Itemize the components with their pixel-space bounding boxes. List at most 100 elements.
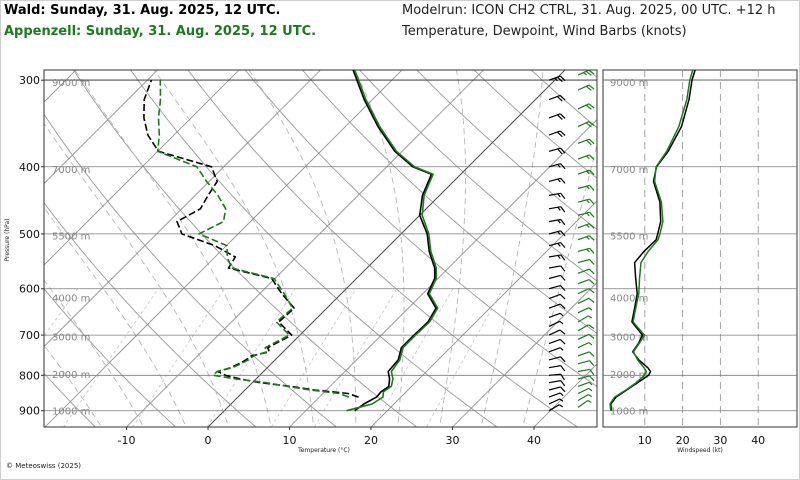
barb-shaft: [577, 400, 589, 408]
barb-flag: [588, 138, 595, 145]
moist-adiabat: [439, 70, 466, 427]
wind-barb: [548, 192, 566, 200]
pressure-tick-label: 400: [19, 161, 40, 174]
barb-shaft: [577, 154, 590, 160]
mixing-ratio-line: [206, 288, 296, 427]
barb-flag: [560, 386, 566, 393]
wind-barb: [548, 218, 566, 226]
wind-grid: [603, 70, 797, 427]
barb-flag: [588, 235, 595, 241]
barb-shaft: [577, 223, 590, 229]
wind-barb: [577, 198, 595, 205]
barb-half-flag: [587, 399, 592, 403]
mixing-ratio-line: [62, 288, 159, 427]
dry-adiabat: [587, 70, 597, 79]
wind-barb: [577, 307, 593, 314]
barb-shaft: [548, 285, 561, 290]
barb-flag: [560, 163, 566, 170]
barb-shaft: [577, 360, 590, 365]
temperature-tick-label: 10: [283, 434, 297, 447]
wind-barb: [548, 356, 566, 363]
wind-barb: [577, 324, 595, 332]
wind-barb: [577, 351, 595, 357]
barb-flag: [588, 324, 595, 329]
modelrun-info: Modelrun: ICON CH2 CTRL, 31. Aug. 2025, …: [402, 3, 776, 18]
barb-flag: [557, 114, 563, 120]
pressure-tick-label: 700: [19, 329, 40, 342]
moist-adiabat: [480, 70, 544, 427]
barb-half-flag: [557, 206, 561, 211]
moist-adiabat: [44, 206, 187, 427]
wind-barb: [548, 177, 566, 184]
wind-barb: [548, 94, 566, 102]
dry-adiabat: [44, 113, 337, 427]
mixing-ratio-line: [271, 288, 357, 427]
wind-barb: [548, 242, 566, 249]
wind-barb: [548, 312, 564, 318]
barb-flag: [560, 265, 566, 272]
wind-barb: [548, 329, 566, 336]
sounding-curves: [143, 70, 439, 412]
barb-half-flag: [557, 231, 561, 235]
wind-barb: [577, 360, 595, 367]
barb-flag: [588, 333, 595, 339]
barb-shaft: [577, 307, 590, 314]
wind-barb: [577, 268, 595, 275]
barb-shaft: [577, 288, 590, 295]
isotherm: [126, 70, 484, 427]
pressure-tick-label: 900: [19, 405, 40, 418]
wind-barb: [577, 211, 595, 218]
barb-shaft: [548, 293, 561, 300]
barb-flag: [560, 192, 566, 200]
barb-half-flag: [586, 155, 590, 160]
wind-barb: [577, 381, 593, 387]
barb-flag: [560, 373, 565, 381]
wind-barb: [577, 368, 595, 376]
dry-adiabat: [473, 70, 597, 179]
wind-barb: [548, 293, 566, 300]
y-axis-label: Pressure (hPa): [4, 218, 11, 261]
dry-adiabat: [187, 70, 578, 427]
isotherm: [452, 281, 597, 427]
barb-shaft: [577, 120, 590, 128]
chart-subtitle: Temperature, Dewpoint, Wind Barbs (knots…: [402, 24, 687, 39]
barb-flag: [560, 365, 566, 372]
windspeed-tick-label: 40: [751, 434, 765, 447]
barb-shaft: [548, 163, 561, 168]
barb-half-flag: [559, 347, 564, 351]
altitude-label: 9000 m: [52, 78, 90, 89]
barb-shaft: [577, 315, 589, 323]
wind-barb: [548, 206, 566, 213]
altitude-label: 2000 m: [52, 370, 90, 381]
barb-flag: [559, 95, 566, 101]
barb-shaft: [548, 130, 561, 136]
wind-barb: [577, 315, 593, 323]
barb-half-flag: [586, 185, 590, 190]
wind-barb: [548, 130, 566, 138]
wind-barb: [548, 347, 564, 353]
barb-half-flag: [586, 236, 590, 240]
windspeed-curve-station-2: [609, 70, 694, 411]
barb-flag: [559, 303, 566, 310]
barb-shaft: [548, 386, 561, 391]
barb-shaft: [577, 103, 590, 110]
moist-adiabat: [44, 279, 145, 427]
pressure-tick-label: 600: [19, 283, 40, 296]
barb-shaft: [548, 365, 561, 369]
altitude-label: 4000 m: [52, 294, 90, 305]
wind-barb: [548, 386, 566, 393]
dry-adiabat: [44, 201, 257, 427]
barb-flag: [560, 380, 566, 387]
barb-flag: [589, 184, 595, 191]
barb-flag: [589, 360, 595, 367]
station-1-title: Wald: Sunday, 31. Aug. 2025, 12 UTC.: [4, 3, 281, 18]
dry-adiabat: [44, 372, 96, 427]
moist-adiabat: [248, 70, 357, 427]
barb-half-flag: [588, 381, 593, 386]
wind-barb: [548, 398, 564, 405]
moist-adiabat: [74, 70, 272, 427]
dry-adiabat: [690, 59, 800, 442]
barb-half-flag: [557, 242, 561, 247]
wind-barb: [577, 393, 593, 402]
barb-shaft: [548, 303, 561, 309]
